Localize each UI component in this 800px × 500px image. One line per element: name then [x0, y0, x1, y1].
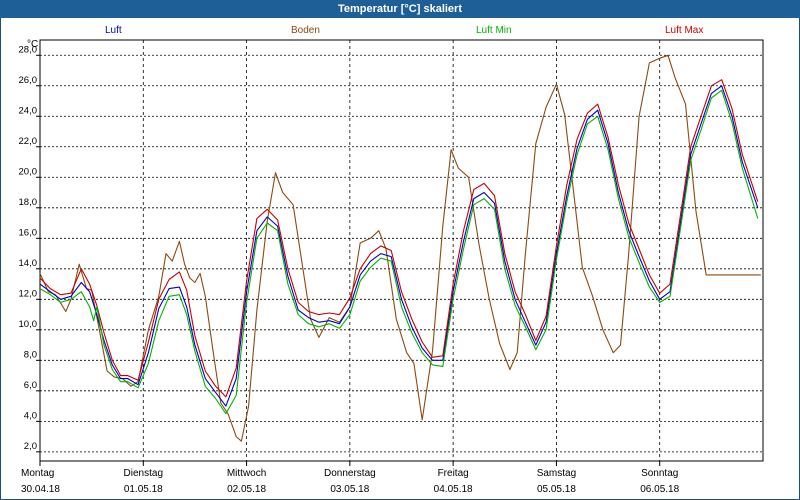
chart-title: Temperatur [°C] skaliert — [0, 0, 800, 18]
day-date-label: 30.04.18 — [21, 484, 60, 495]
day-name-label: Donnerstag — [324, 468, 376, 479]
day-date-label: 06.05.18 — [640, 484, 679, 495]
y-tick-label: 12,0 — [19, 288, 38, 299]
day-name-label: Samstag — [537, 468, 576, 479]
y-tick-label: 28,0 — [19, 44, 38, 55]
day-name-label: Mittwoch — [227, 468, 266, 479]
y-axis-ticks: 28,0 26,0 24,0 22,0 20,0 18,0 16,0 14,0 12,0 10,0… — [19, 44, 40, 453]
series-line-luft-max — [39, 79, 759, 398]
y-tick-label: 10,0 — [19, 319, 38, 330]
y-tick-label: 2,0 — [24, 441, 37, 452]
y-axis-unit: °C — [27, 39, 39, 50]
series-lines — [39, 54, 761, 442]
y-tick-label: 14,0 — [19, 258, 38, 269]
day-name-label: Freitag — [438, 468, 469, 479]
series-line-luft-min — [39, 89, 759, 415]
day-date-label: 05.05.18 — [537, 484, 576, 495]
day-date-label: 03.05.18 — [330, 484, 369, 495]
series-line-boden — [39, 54, 761, 442]
y-tick-label: 6,0 — [24, 380, 37, 391]
day-date-label: 04.05.18 — [434, 484, 473, 495]
day-name-label: Montag — [21, 468, 54, 479]
x-axis-days: Montag 30.04.18 Dienstag 01.05.18 Mittwoch 02… — [21, 461, 680, 495]
plot-area — [39, 39, 764, 462]
y-tick-label: 24,0 — [19, 105, 38, 116]
series-line-luft — [39, 85, 759, 407]
gridlines — [40, 40, 763, 461]
y-tick-label: 20,0 — [19, 166, 38, 177]
legend-luft-max: Luft Max — [665, 25, 704, 36]
y-tick-label: 22,0 — [19, 136, 38, 147]
legend-luft-min: Luft Min — [476, 25, 512, 36]
y-tick-label: 16,0 — [19, 227, 38, 238]
legend-luft: Luft — [105, 25, 122, 36]
day-date-label: 02.05.18 — [227, 484, 266, 495]
y-tick-label: 26,0 — [19, 75, 38, 86]
day-name-label: Dienstag — [124, 468, 163, 479]
y-tick-label: 18,0 — [19, 197, 38, 208]
legend-boden: Boden — [291, 25, 320, 36]
day-name-label: Sonntag — [641, 468, 678, 479]
y-tick-label: 8,0 — [24, 349, 37, 360]
y-tick-label: 4,0 — [24, 410, 37, 421]
day-date-label: 01.05.18 — [124, 484, 163, 495]
